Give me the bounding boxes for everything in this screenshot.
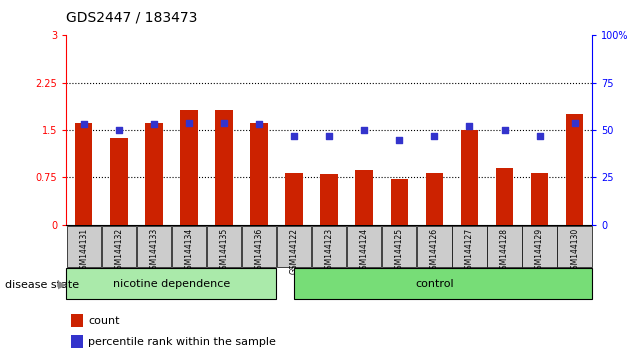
FancyBboxPatch shape	[558, 226, 592, 267]
Point	[394, 137, 404, 142]
FancyBboxPatch shape	[101, 226, 136, 267]
Bar	[215, 110, 232, 225]
Bar	[426, 173, 443, 225]
FancyBboxPatch shape	[382, 226, 416, 267]
Text: GSM144132: GSM144132	[114, 228, 123, 274]
FancyBboxPatch shape	[347, 226, 381, 267]
Bar	[321, 174, 338, 225]
Bar	[71, 335, 83, 348]
FancyBboxPatch shape	[277, 226, 311, 267]
Text: GSM144127: GSM144127	[465, 228, 474, 274]
Bar	[355, 170, 373, 225]
FancyBboxPatch shape	[417, 226, 452, 267]
Bar	[75, 122, 93, 225]
Text: GSM144124: GSM144124	[360, 228, 369, 274]
Bar	[461, 130, 478, 225]
Text: GSM144136: GSM144136	[255, 228, 263, 274]
Text: GSM144129: GSM144129	[535, 228, 544, 274]
Point	[219, 120, 229, 125]
Point	[184, 120, 194, 125]
Point	[254, 121, 264, 127]
Text: GSM144128: GSM144128	[500, 228, 509, 274]
Text: GSM144133: GSM144133	[149, 228, 158, 274]
FancyBboxPatch shape	[67, 226, 101, 267]
FancyBboxPatch shape	[488, 226, 522, 267]
FancyBboxPatch shape	[137, 226, 171, 267]
Point	[79, 121, 89, 127]
Bar	[180, 110, 198, 225]
Text: GDS2447 / 183473: GDS2447 / 183473	[66, 11, 198, 25]
Point	[149, 121, 159, 127]
Text: disease state: disease state	[5, 280, 79, 290]
Text: nicotine dependence: nicotine dependence	[113, 279, 230, 289]
FancyBboxPatch shape	[242, 226, 276, 267]
Bar	[566, 114, 583, 225]
FancyBboxPatch shape	[452, 226, 486, 267]
Text: GSM144126: GSM144126	[430, 228, 439, 274]
Text: ▶: ▶	[57, 280, 66, 290]
Point	[289, 133, 299, 139]
Point	[500, 127, 510, 133]
FancyBboxPatch shape	[172, 226, 206, 267]
Point	[113, 127, 123, 133]
Point	[534, 133, 544, 139]
Text: control: control	[415, 279, 454, 289]
Bar	[285, 173, 303, 225]
FancyBboxPatch shape	[522, 226, 557, 267]
Text: GSM144123: GSM144123	[324, 228, 334, 274]
Bar	[250, 122, 268, 225]
FancyBboxPatch shape	[66, 268, 277, 299]
Text: count: count	[88, 316, 120, 326]
FancyBboxPatch shape	[207, 226, 241, 267]
Point	[570, 120, 580, 125]
Bar	[71, 314, 83, 327]
Bar	[531, 173, 548, 225]
Text: GSM144122: GSM144122	[290, 228, 299, 274]
Text: GSM144135: GSM144135	[219, 228, 229, 274]
Point	[429, 133, 439, 139]
Point	[464, 124, 474, 129]
Bar	[391, 179, 408, 225]
Bar	[496, 168, 513, 225]
Bar	[145, 122, 163, 225]
Point	[359, 127, 369, 133]
FancyBboxPatch shape	[312, 226, 347, 267]
FancyBboxPatch shape	[294, 268, 592, 299]
Text: GSM144125: GSM144125	[395, 228, 404, 274]
Bar	[110, 138, 127, 225]
Text: GSM144131: GSM144131	[79, 228, 88, 274]
Text: percentile rank within the sample: percentile rank within the sample	[88, 337, 276, 347]
Point	[324, 133, 334, 139]
Text: GSM144130: GSM144130	[570, 228, 579, 274]
Text: GSM144134: GSM144134	[185, 228, 193, 274]
